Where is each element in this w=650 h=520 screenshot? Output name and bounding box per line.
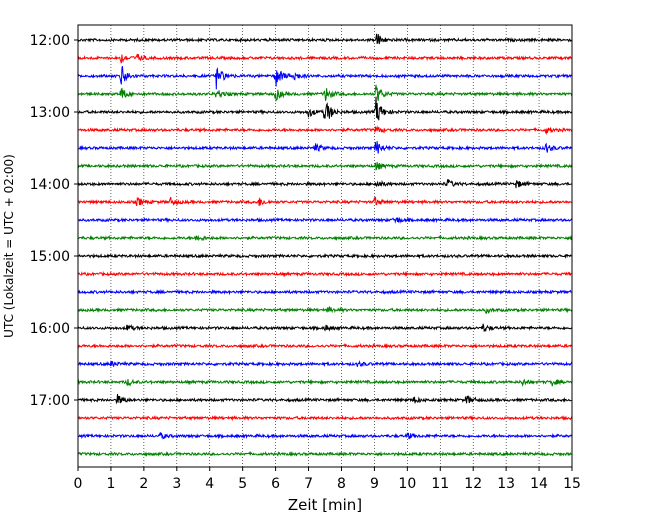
x-tick-label: 15 xyxy=(563,476,581,492)
trace-1600 xyxy=(77,323,573,333)
x-tick-label: 14 xyxy=(530,476,548,492)
x-tick-label: 10 xyxy=(398,476,416,492)
y-tick-label: 15:00 xyxy=(30,249,70,265)
trace-1700 xyxy=(77,393,573,405)
trace-1230 xyxy=(77,66,573,90)
x-tick-label: 13 xyxy=(497,476,515,492)
x-axis: 0 1 2 3 4 5 6 7 8 9 10 11 12 13 14 15 xyxy=(74,467,581,492)
x-tick-label: 3 xyxy=(172,476,181,492)
y-tick-label: 17:00 xyxy=(30,393,70,409)
x-tick-label: 0 xyxy=(74,476,83,492)
x-tick-label: 9 xyxy=(370,476,379,492)
y-tick-label: 14:00 xyxy=(30,177,70,193)
x-tick-label: 5 xyxy=(238,476,247,492)
x-tick-label: 4 xyxy=(205,476,214,492)
x-tick-label: 1 xyxy=(106,476,115,492)
trace-1330 xyxy=(77,141,573,154)
x-axis-label: Zeit [min] xyxy=(288,496,362,514)
trace-1200 xyxy=(77,33,573,45)
trace-1745 xyxy=(77,450,573,457)
x-tick-label: 8 xyxy=(337,476,346,492)
trace-1500 xyxy=(77,252,573,260)
y-tick-label: 16:00 xyxy=(30,321,70,337)
x-tick-label: 7 xyxy=(304,476,313,492)
trace-1400 xyxy=(77,178,573,189)
trace-1415 xyxy=(77,196,573,206)
trace-1630 xyxy=(77,359,573,368)
trace-1430 xyxy=(77,216,573,224)
trace-1345 xyxy=(77,162,573,171)
trace-1530 xyxy=(77,288,573,296)
trace-1645 xyxy=(77,378,573,387)
trace-1315 xyxy=(77,125,573,135)
x-tick-label: 6 xyxy=(271,476,280,492)
y-axis-label: UTC (Lokalzeit = UTC + 02:00) xyxy=(2,154,16,338)
x-tick-label: 12 xyxy=(464,476,482,492)
trace-1245 xyxy=(77,84,573,103)
trace-1300 xyxy=(77,96,573,121)
trace-1730 xyxy=(77,432,573,440)
trace-1515 xyxy=(77,270,573,278)
traces xyxy=(77,33,573,457)
trace-1215 xyxy=(77,53,573,64)
x-tick-label: 2 xyxy=(139,476,148,492)
trace-1615 xyxy=(77,342,573,349)
trace-1445 xyxy=(77,234,573,242)
y-tick-label: 12:00 xyxy=(30,33,70,49)
trace-1545 xyxy=(77,306,573,315)
y-axis: 12:00 13:00 14:00 15:00 16:00 17:00 xyxy=(30,33,78,409)
plot-frame xyxy=(77,24,573,468)
trace-1715 xyxy=(77,414,573,422)
y-tick-label: 13:00 xyxy=(30,105,70,121)
x-tick-label: 11 xyxy=(431,476,449,492)
